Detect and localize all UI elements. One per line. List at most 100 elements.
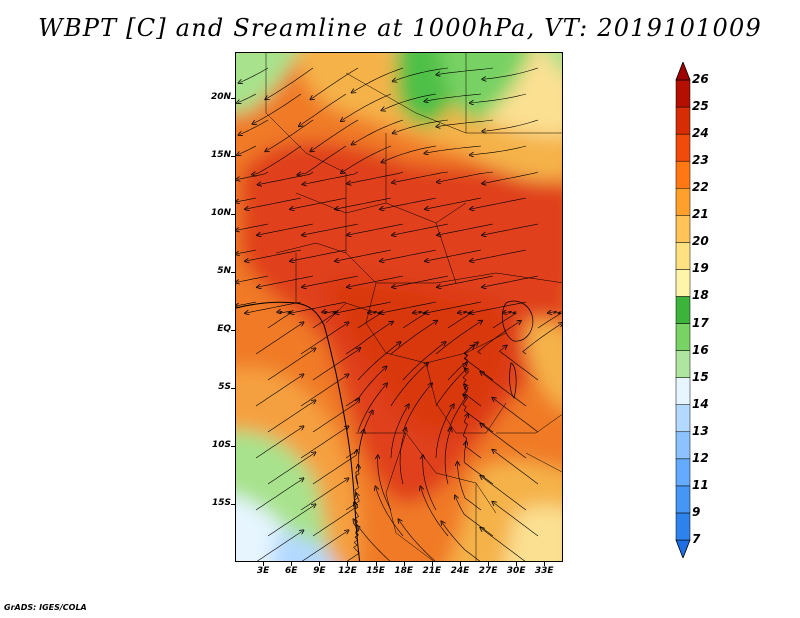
streamline	[402, 384, 431, 433]
streamline	[255, 479, 303, 511]
lon-tick-mark	[263, 562, 265, 566]
streamline	[238, 93, 257, 103]
streamline	[267, 311, 292, 329]
streamline	[471, 197, 527, 209]
streamline	[522, 324, 562, 355]
streamline	[399, 520, 436, 561]
colorbar-level-label: 17	[692, 315, 709, 330]
lon-tick-mark	[488, 562, 490, 566]
streamline	[336, 197, 392, 209]
streamline	[255, 375, 303, 407]
streamline	[357, 384, 386, 433]
streamline	[240, 67, 269, 83]
streamline	[345, 322, 392, 355]
streamline	[483, 275, 539, 287]
colorbar-segment	[675, 187, 691, 216]
colorbar-level-label: 19	[692, 261, 709, 276]
streamline	[291, 249, 347, 261]
colorbar-segment	[675, 242, 691, 270]
streamline	[438, 171, 494, 182]
streamline	[301, 531, 348, 561]
lon-tick-mark	[403, 562, 405, 566]
streamline	[463, 415, 482, 459]
streamline	[442, 522, 481, 561]
colorbar-segment	[675, 512, 691, 541]
lon-tick-label: 15E	[366, 566, 385, 576]
lat-tick-label: 10S	[211, 440, 231, 451]
streamline	[381, 249, 437, 261]
streamline	[471, 301, 527, 313]
streamline	[311, 67, 359, 99]
streamline	[353, 67, 404, 92]
streamline	[255, 323, 303, 355]
streamline	[438, 275, 494, 287]
lat-tick-label: 15N	[210, 150, 231, 161]
streamline	[394, 119, 449, 133]
colorbar-segment	[675, 296, 691, 324]
streamline	[437, 119, 494, 127]
streamline	[463, 396, 494, 433]
colorbar-level-label: 24	[692, 126, 709, 141]
colorbar-segment	[675, 431, 691, 460]
streamline	[444, 429, 451, 485]
streamlines	[236, 67, 562, 561]
streamline	[483, 119, 539, 131]
lon-tick-label: 30E	[506, 566, 526, 576]
colorbar-segment	[675, 404, 691, 433]
country-borders	[265, 53, 562, 561]
streamline	[300, 323, 348, 355]
lon-tick-mark	[319, 562, 321, 566]
streamline	[236, 301, 257, 306]
lat-tick-mark	[231, 388, 235, 390]
colorbar-segment	[675, 458, 691, 487]
streamline	[348, 171, 404, 184]
streamline	[311, 119, 359, 151]
streamline	[421, 488, 449, 537]
streamline	[303, 223, 359, 235]
colorbar-max-triangle	[675, 62, 691, 81]
lon-tick-label: 6E	[285, 566, 298, 576]
streamline	[258, 275, 314, 287]
map-canvas	[236, 53, 562, 561]
lon-tick-mark	[375, 562, 377, 566]
lon-tick-label: 18E	[394, 566, 414, 576]
streamline	[376, 488, 404, 537]
streamline	[402, 311, 427, 329]
colorbar-level-label: 25	[692, 99, 709, 114]
lon-tick-mark	[431, 562, 433, 566]
lat-tick-mark	[231, 504, 235, 506]
streamline	[259, 171, 314, 185]
colorbar-segment	[675, 160, 691, 189]
streamline	[304, 171, 359, 184]
streamline	[393, 171, 449, 183]
streamline	[493, 450, 539, 485]
streamline	[381, 301, 437, 313]
streamline	[237, 223, 269, 230]
streamline	[267, 505, 315, 537]
lon-tick-label: 27E	[478, 566, 498, 576]
streamline	[266, 119, 314, 151]
colorbar-level-label: 9	[692, 504, 701, 519]
streamline	[492, 311, 517, 329]
lat-tick-label: 5S	[218, 382, 231, 393]
streamline	[390, 364, 427, 407]
colorbar-segment	[675, 269, 691, 297]
streamline	[342, 93, 392, 121]
lat-tick-label: 20N	[210, 92, 231, 103]
streamline	[300, 93, 347, 126]
streamline	[357, 311, 382, 329]
streamline	[493, 502, 539, 537]
colorbar-level-label: 23	[692, 153, 709, 168]
lon-tick-mark	[459, 562, 461, 566]
streamline	[348, 223, 404, 235]
lon-tick-label: 9E	[313, 566, 326, 576]
streamline	[258, 223, 314, 235]
colorbar-level-label: 16	[692, 342, 709, 357]
streamline	[253, 145, 302, 174]
streamline	[383, 93, 437, 110]
streamline	[471, 249, 527, 261]
streamline	[336, 249, 392, 261]
streamline	[348, 275, 404, 287]
lat-tick-mark	[231, 156, 235, 158]
colorbar-level-label: 18	[692, 288, 709, 303]
